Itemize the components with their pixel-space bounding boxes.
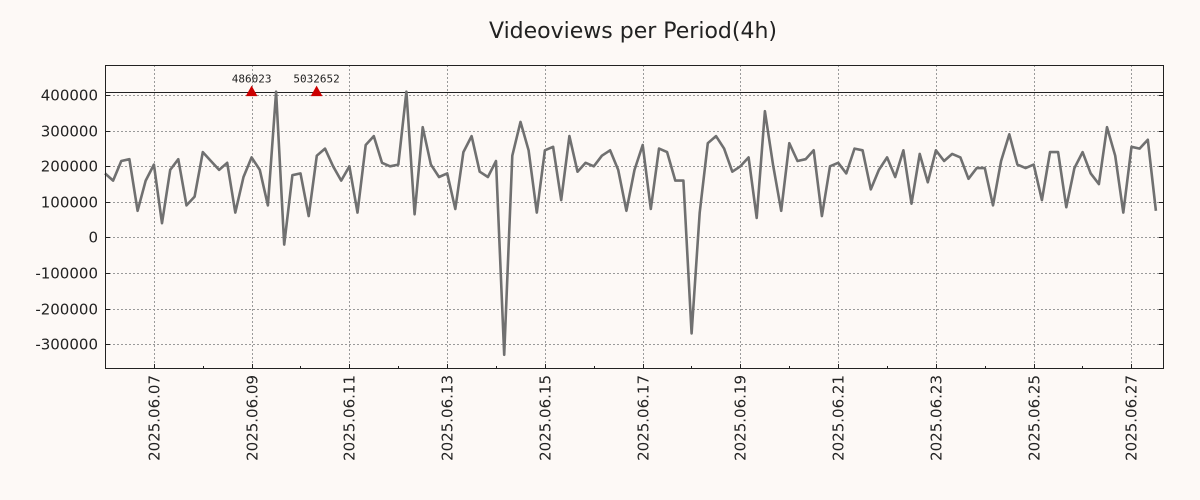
plot-frame [105, 65, 1164, 369]
x-tick-label: 2025.06.19 [732, 375, 750, 461]
grid-layer [105, 65, 1164, 369]
x-tick-label: 2025.06.07 [146, 375, 164, 461]
x-tick-label: 2025.06.11 [341, 375, 359, 461]
y-tick-label: 200000 [41, 158, 98, 176]
chart-title: Videoviews per Period(4h) [489, 19, 777, 44]
peak-marker [245, 85, 258, 97]
x-tick-label: 2025.06.25 [1026, 375, 1044, 461]
x-tick-label: 2025.06.23 [928, 375, 946, 461]
y-tick-label: 0 [88, 229, 98, 247]
y-tick-label: 300000 [41, 123, 98, 141]
y-tick-label: -300000 [35, 336, 98, 354]
y-tick-label: -100000 [35, 265, 98, 283]
series-line [104, 90, 1158, 357]
y-tick-label: 400000 [41, 87, 98, 105]
series-layer [104, 90, 1158, 357]
peak-label: 486023 [232, 73, 272, 86]
peak-marker [310, 85, 323, 97]
x-tick-label: 2025.06.13 [439, 375, 457, 461]
x-tick-label: 2025.06.09 [244, 375, 262, 461]
annotation-layer: 486023 5032652 [232, 73, 340, 97]
y-tick-label: -200000 [35, 301, 98, 319]
peak-label: 5032652 [293, 73, 339, 86]
x-tick-label: 2025.06.21 [830, 375, 848, 461]
x-tick-label: 2025.06.27 [1123, 375, 1141, 461]
y-tick-label: 100000 [41, 194, 98, 212]
x-tick-label: 2025.06.17 [635, 375, 653, 461]
x-tick-label: 2025.06.15 [537, 375, 555, 461]
axis-layer: 400000 300000 200000 100000 0 -100000 -200000 -… [35, 87, 1164, 461]
